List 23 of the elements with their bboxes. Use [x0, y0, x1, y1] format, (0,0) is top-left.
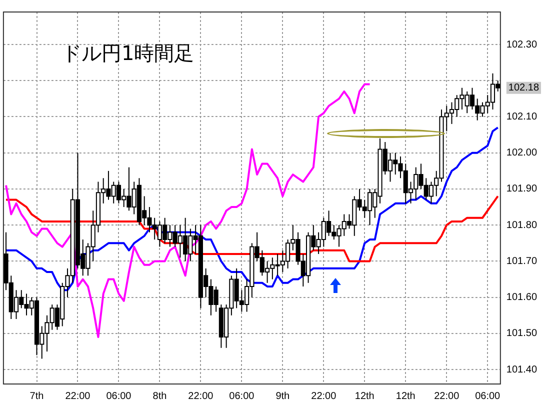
- x-tick-label: 8th: [152, 390, 167, 402]
- y-tick-label: 101.60: [506, 292, 538, 304]
- x-tick-label: 06:00: [106, 390, 132, 402]
- x-tick-label: 22:00: [311, 390, 337, 402]
- x-tick-label: 7th: [30, 390, 44, 402]
- x-tick-label: 22:00: [434, 390, 460, 402]
- x-tick-label: 22:00: [65, 390, 91, 402]
- x-tick-label: 06:00: [229, 390, 255, 402]
- x-tick-label: 12th: [354, 390, 374, 402]
- y-tick-label: 101.70: [506, 256, 538, 267]
- x-tick-label: 12th: [396, 390, 416, 402]
- y-tick-label: 102.30: [506, 39, 538, 50]
- x-tick-label: 9th: [276, 390, 290, 402]
- y-tick-label: 101.80: [506, 220, 538, 231]
- x-tick-label: 22:00: [188, 390, 214, 402]
- y-tick-label: 102.10: [506, 111, 538, 122]
- y-tick-label: 101.90: [506, 184, 538, 195]
- x-tick-label: 06:00: [475, 390, 501, 402]
- text: ドル円1時間足: [61, 41, 194, 66]
- y-tick-label: 102.00: [506, 148, 538, 159]
- y-tick-label: 101.50: [506, 328, 538, 340]
- text: 102.18: [508, 82, 540, 94]
- y-tick-label: 101.40: [506, 364, 538, 376]
